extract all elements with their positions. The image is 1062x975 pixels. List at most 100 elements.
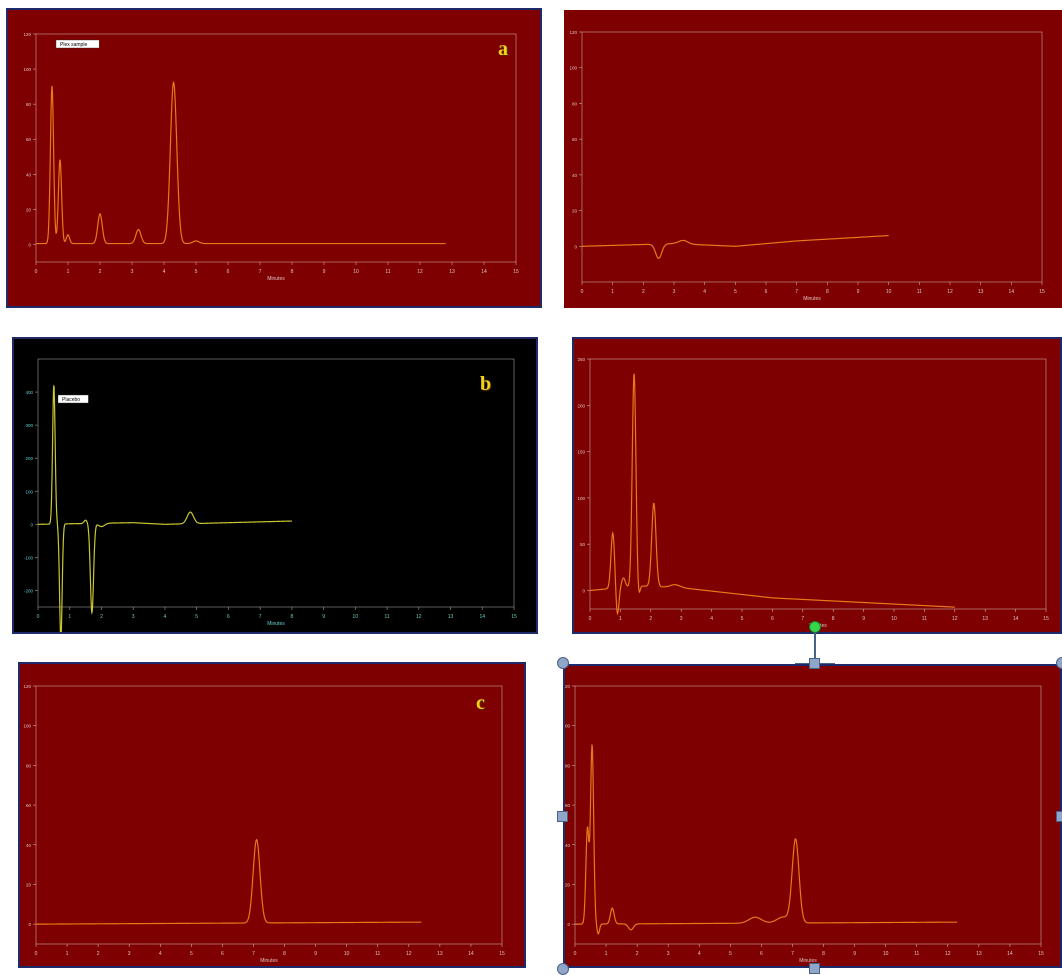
x-tick-label: 14	[1009, 289, 1015, 295]
chart-a-right-svg: 0 1 2 3 4 5 6 7 8 9 10 11 12 13 14 15Minutes02040608010…	[569, 30, 1045, 302]
x-axis-label: Minutes	[803, 296, 821, 302]
plot-frame	[35, 33, 517, 263]
y-tick-label: 0	[582, 588, 585, 593]
resize-handle-left[interactable]	[557, 811, 568, 822]
x-tick-label: 1	[67, 269, 70, 275]
x-tick-label: 2	[97, 951, 100, 957]
y-tick-label: 120	[569, 30, 577, 35]
y-tick-label: 80	[26, 763, 32, 768]
plot-frame	[574, 685, 1042, 945]
x-tick-label: 7	[259, 614, 262, 620]
x-tick-label: 10	[353, 269, 359, 275]
x-tick-label: 7	[791, 951, 794, 957]
sample-label-bg	[55, 39, 100, 49]
x-tick-label: 7	[795, 289, 798, 295]
y-tick-label: 80	[572, 101, 578, 106]
x-tick-label: 8	[291, 269, 294, 275]
x-tick-label: 5	[729, 951, 732, 957]
x-axis-label: Minutes	[267, 276, 285, 282]
rotate-handle[interactable]	[809, 621, 821, 633]
x-tick-label: 0	[581, 289, 584, 295]
x-tick-label: 8	[822, 951, 825, 957]
x-tick-label: 15	[499, 951, 505, 957]
x-tick-label: 14	[481, 269, 487, 275]
y-tick-label: 100	[569, 66, 577, 71]
x-tick-label: 1	[611, 289, 614, 295]
x-tick-label: 0	[574, 951, 577, 957]
y-tick-label: 40	[26, 172, 32, 177]
panel-letter-c: c	[476, 692, 485, 714]
resize-handle-top-right[interactable]	[1056, 657, 1062, 669]
y-tick-label: 60	[26, 803, 32, 808]
chart-b-right-svg: 0123456789101112131415Minutes05010015020…	[577, 357, 1049, 629]
x-tick-label: 11	[384, 614, 389, 620]
x-tick-label: 10	[344, 951, 350, 957]
chart-b-svg: 0 1 2 3 4 5 6 7 8 9 10 11 12 13 14 15Minutes-200-100010…	[24, 358, 517, 632]
plot-frame	[37, 358, 515, 608]
x-tick-label: 7	[801, 616, 804, 622]
resize-handle-top[interactable]	[809, 658, 820, 669]
y-tick-label: 20	[26, 882, 32, 887]
x-tick-label: 0	[35, 951, 38, 957]
y-tick-label: 120	[23, 684, 31, 689]
x-tick-label: 6	[227, 614, 230, 620]
x-tick-label: 14	[1007, 951, 1013, 957]
x-axis-label: Minutes	[260, 958, 278, 964]
chart-b: 0 1 2 3 4 5 6 7 8 9 10 11 12 13 14 15 Minutes -200 -100 0 10…	[12, 337, 538, 634]
x-tick-label: 12	[947, 289, 953, 295]
chart-a-svg: 0 1 2 3 4 5 6 7 8 9 10 11 12 13 14 15Minutes02040608010…	[23, 32, 519, 282]
chart-c-right[interactable]: 0123456789101112131415Minutes02040608010…	[563, 664, 1062, 968]
y-tick-label: 40	[565, 843, 570, 848]
x-axis-label: Minutes	[799, 958, 817, 964]
y-tick-label: 120	[23, 32, 31, 37]
chart-a-right: 0 1 2 3 4 5 6 7 8 9 10 11 12 13 14 15 Minutes 0 20 40 60 80 10…	[564, 10, 1062, 308]
y-tick-label: 200	[25, 456, 33, 461]
sample-label-bg	[57, 394, 89, 404]
x-tick-label: 13	[449, 269, 455, 275]
x-tick-label: 10	[353, 614, 359, 620]
x-tick-label: 15	[511, 614, 517, 620]
resize-handle-top-left[interactable]	[557, 657, 569, 669]
plot-frame	[581, 31, 1043, 283]
y-tick-label: 50	[580, 542, 586, 547]
x-tick-label: 11	[922, 616, 927, 622]
x-tick-label: 4	[703, 289, 706, 295]
x-tick-label: 12	[417, 269, 423, 275]
x-tick-label: 4	[698, 951, 701, 957]
x-tick-label: 6	[227, 269, 230, 275]
x-tick-label: 3	[128, 951, 131, 957]
x-tick-label: 0	[589, 616, 592, 622]
y-tick-label: 120	[565, 684, 570, 689]
x-tick-label: 14	[1013, 616, 1019, 622]
x-tick-label: 15	[1038, 951, 1044, 957]
x-tick-label: 4	[164, 614, 167, 620]
y-tick-label: 100	[25, 489, 33, 494]
resize-handle-bottom-left[interactable]	[557, 963, 569, 975]
resize-handle-bottom[interactable]	[809, 963, 820, 974]
y-tick-label: 200	[577, 403, 585, 408]
x-tick-label: 9	[857, 289, 860, 295]
resize-handle-right[interactable]	[1056, 811, 1062, 822]
chart-b-right: 0123456789101112131415Minutes05010015020…	[572, 337, 1062, 634]
y-tick-label: -100	[24, 555, 34, 560]
x-tick-label: 11	[914, 951, 919, 957]
rotate-handle-stem	[814, 633, 816, 663]
x-tick-label: 15	[1043, 616, 1049, 622]
x-tick-label: 14	[479, 614, 485, 620]
y-tick-label: 0	[30, 522, 33, 527]
x-tick-label: 4	[159, 951, 162, 957]
y-tick-label: 20	[572, 209, 578, 214]
x-tick-label: 8	[283, 951, 286, 957]
y-tick-label: 40	[26, 843, 32, 848]
y-tick-label: 80	[565, 763, 570, 768]
x-tick-label: 2	[642, 289, 645, 295]
x-tick-label: 12	[952, 616, 958, 622]
sample-label-box: Placebo	[57, 394, 89, 404]
x-axis-label: Minutes	[267, 621, 285, 627]
y-tick-label: 300	[25, 423, 33, 428]
x-tick-label: 12	[945, 951, 951, 957]
x-tick-label: 5	[741, 616, 744, 622]
sample-label-text: Placebo	[62, 397, 80, 403]
x-tick-label: 9	[322, 614, 325, 620]
plot-frame	[35, 685, 503, 945]
